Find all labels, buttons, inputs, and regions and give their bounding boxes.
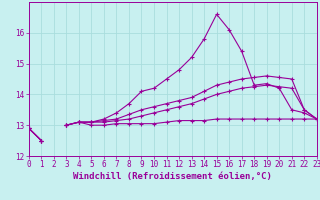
X-axis label: Windchill (Refroidissement éolien,°C): Windchill (Refroidissement éolien,°C) — [73, 172, 272, 181]
